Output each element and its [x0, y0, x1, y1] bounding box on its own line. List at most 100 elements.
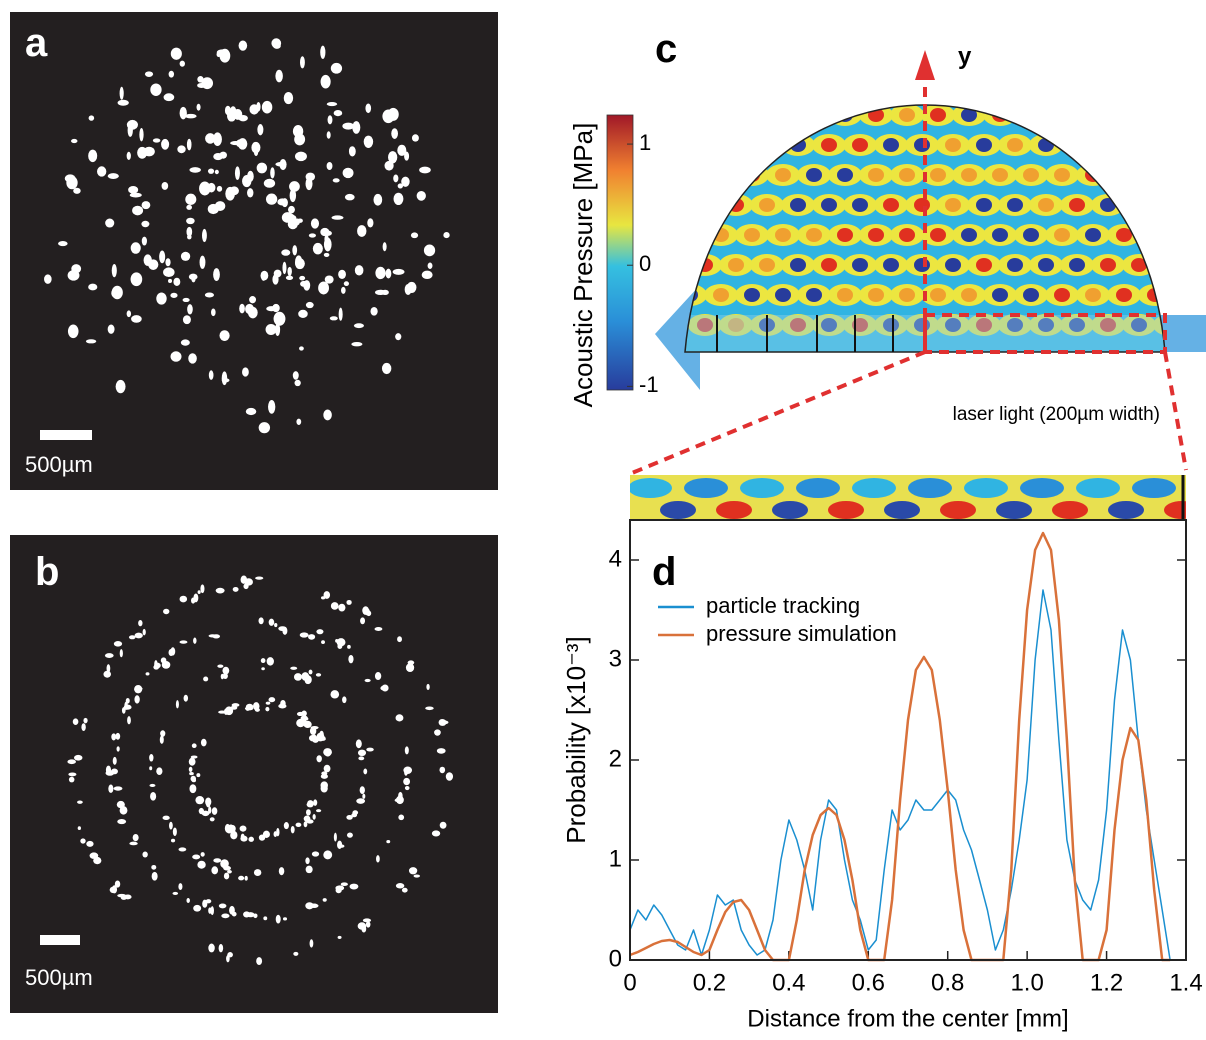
particle [393, 192, 404, 206]
particle [186, 138, 192, 151]
blob [1085, 168, 1101, 182]
particle [309, 726, 317, 736]
particle [223, 708, 229, 715]
particle [292, 125, 304, 138]
particle [362, 918, 372, 923]
particle [299, 56, 305, 69]
particle [258, 834, 266, 841]
particle [163, 267, 175, 277]
blob [1020, 478, 1064, 498]
particle [323, 764, 331, 773]
particle [278, 867, 285, 876]
particle [107, 324, 115, 334]
chart: 0 1 2 3 4 0 0.2 0.4 0.6 0.8 1.0 1.2 1.4 d particle tra… [561, 519, 1203, 1032]
blob [806, 288, 822, 302]
particle [359, 786, 365, 795]
blob [697, 138, 713, 152]
particle [227, 869, 232, 874]
blob [1007, 198, 1023, 212]
particle [192, 854, 201, 860]
particle [110, 768, 118, 775]
blob [630, 478, 672, 498]
particle [170, 351, 182, 362]
particle [331, 215, 344, 220]
particle [195, 796, 205, 805]
particle [296, 721, 305, 726]
particle [160, 657, 167, 664]
particle [68, 772, 77, 777]
blob [1023, 288, 1039, 302]
particle [266, 657, 274, 666]
blob [945, 258, 961, 272]
particle [306, 801, 314, 808]
particle [237, 138, 248, 150]
particle [66, 176, 78, 190]
blob [899, 228, 915, 242]
blob [940, 501, 976, 519]
x-tick-label: 1.4 [1169, 969, 1202, 996]
particle [326, 102, 338, 107]
blob [1131, 138, 1147, 152]
particle [223, 872, 230, 880]
particle [385, 268, 392, 279]
particle [366, 747, 374, 752]
blob [1131, 258, 1147, 272]
particle [216, 49, 228, 56]
particle [296, 418, 302, 425]
particle [246, 912, 255, 918]
particle [244, 706, 254, 711]
particle [208, 634, 217, 638]
particle [282, 261, 287, 275]
blob [1107, 164, 1141, 186]
blob [914, 138, 930, 152]
particle [329, 316, 338, 321]
particle [375, 266, 386, 280]
particle [163, 93, 175, 102]
particle [207, 203, 219, 215]
particle [265, 323, 277, 335]
particle [395, 333, 402, 341]
particle [256, 957, 263, 966]
particle [159, 250, 166, 264]
particle [222, 673, 228, 680]
particle [381, 684, 389, 692]
blob [796, 478, 840, 498]
particle [244, 578, 253, 586]
x-tick-label: 1.0 [1010, 969, 1043, 996]
particle [290, 825, 295, 834]
particle [294, 151, 307, 162]
blob [1014, 105, 1048, 126]
particle [213, 132, 222, 147]
colorbar [606, 114, 634, 391]
blob [964, 478, 1008, 498]
particle [339, 844, 345, 848]
particle [115, 732, 121, 740]
particle [335, 639, 339, 643]
particle [121, 707, 126, 714]
particle [168, 649, 174, 656]
particle [132, 833, 139, 842]
particle [177, 145, 186, 154]
particle [117, 99, 129, 106]
particle [374, 289, 386, 296]
blob [868, 228, 884, 242]
particle [163, 608, 170, 615]
particle [189, 167, 201, 173]
blob [837, 168, 853, 182]
particle [365, 103, 372, 114]
particle [260, 271, 267, 281]
particle [419, 166, 431, 174]
particle [222, 666, 230, 675]
blob [1132, 478, 1176, 498]
particle [129, 192, 142, 198]
panel-label: b [35, 550, 59, 594]
particle [172, 891, 179, 895]
blob [1116, 288, 1132, 302]
blob [750, 134, 784, 156]
particle [178, 883, 183, 890]
blob [976, 318, 992, 332]
blob [1164, 501, 1186, 519]
pressure-strip [630, 475, 1186, 520]
particles-a [44, 38, 450, 434]
particle [346, 814, 353, 820]
